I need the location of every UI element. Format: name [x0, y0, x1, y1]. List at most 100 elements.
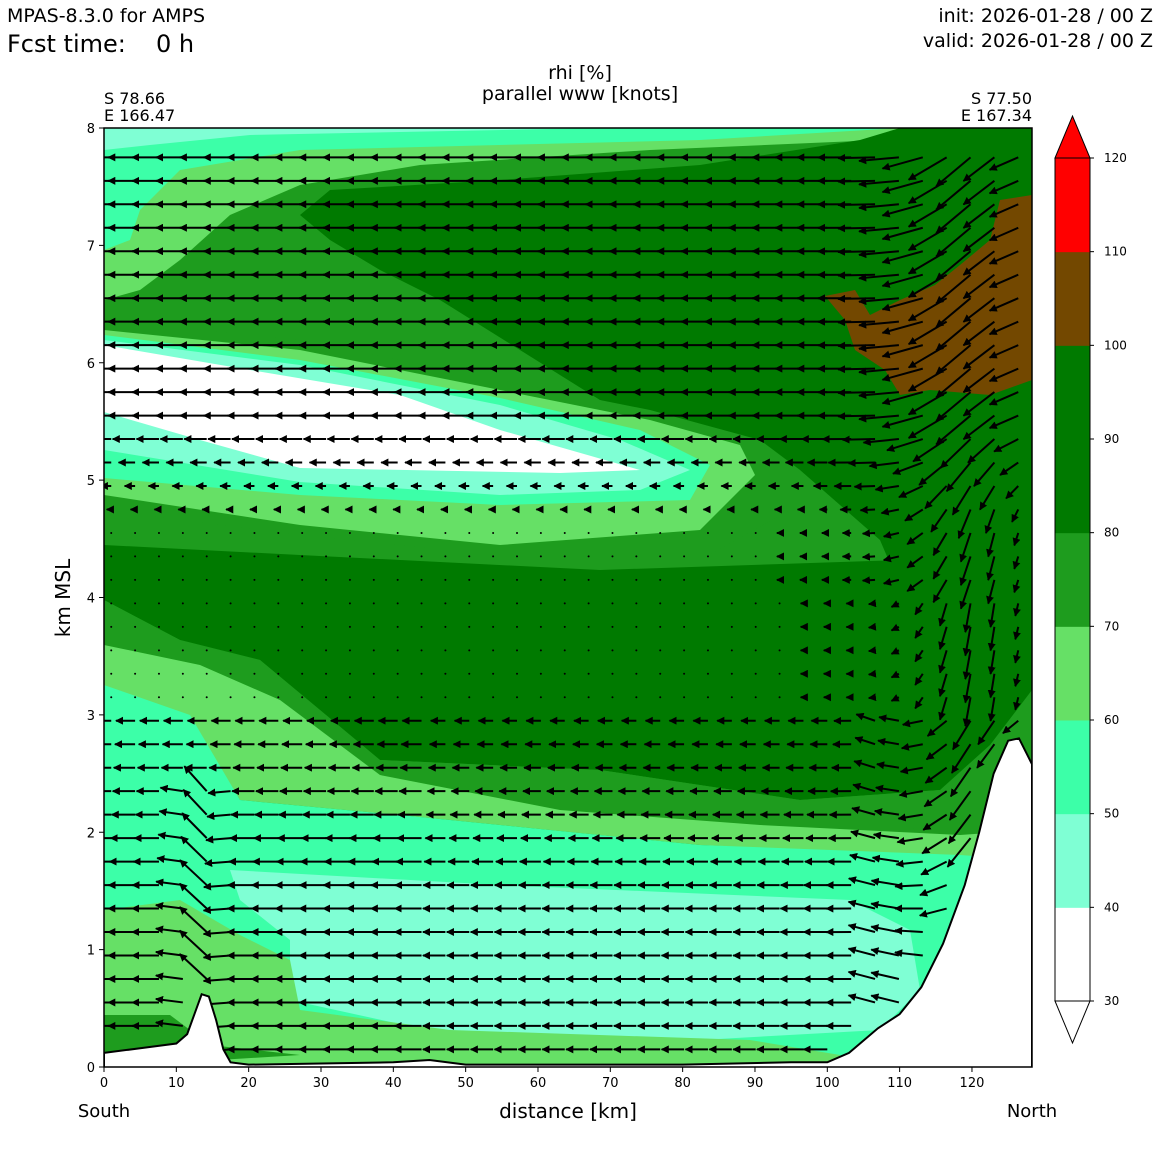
- wind-vector-94: [179, 953, 208, 980]
- wind-vector-572: [253, 672, 256, 675]
- wind-vector-811: [372, 531, 375, 534]
- rhi-contour-field: [104, 128, 1032, 1067]
- init-time: init: 2026-01-28 / 00 Z: [938, 5, 1153, 27]
- wind-vector-446: [876, 761, 900, 770]
- wind-vector-1106: [858, 367, 900, 376]
- wind-vector-591: [706, 672, 709, 675]
- wind-vector-993: [967, 438, 996, 464]
- wind-vector-1146: [881, 344, 924, 359]
- wind-vector-619: [444, 649, 447, 652]
- wind-vector-582: [492, 672, 495, 675]
- wind-vector-657: [420, 625, 423, 628]
- wind-vector-571: [229, 672, 232, 675]
- wind-vector-1345: [988, 226, 1019, 242]
- wind-vector-299: [871, 854, 900, 863]
- wind-vector-741: [563, 578, 566, 581]
- wind-vector-723: [134, 578, 137, 581]
- wind-vector-788: [754, 555, 757, 558]
- wind-vector-1105: [837, 365, 876, 374]
- wind-vector-305: [157, 831, 183, 840]
- y-tick-label: 6: [87, 357, 95, 372]
- wind-vector-520: [855, 712, 876, 722]
- wind-vector-601: [938, 673, 948, 697]
- rhi-fill-80-100-upper: [300, 128, 1032, 680]
- wind-vector-1341: [881, 226, 924, 241]
- wind-vector-715: [867, 599, 877, 608]
- colorbar-tick-label: 40: [1104, 900, 1119, 914]
- wind-vector-525: [977, 720, 996, 746]
- wind-vector-676: [867, 622, 877, 631]
- wind-vector-1072: [988, 391, 1019, 406]
- wind-vector-834: [906, 532, 924, 545]
- wind-vector-719: [962, 603, 972, 633]
- wind-vector-658: [444, 625, 447, 628]
- y-tick-label: 1: [87, 944, 95, 959]
- wind-vector-704: [611, 602, 614, 605]
- wind-vector-618: [420, 649, 423, 652]
- wind-vector-539: [396, 696, 399, 699]
- wind-vector-95: [202, 976, 231, 985]
- wind-vector-770: [325, 555, 328, 558]
- wind-vector-756: [906, 579, 924, 592]
- wind-vector-581: [468, 672, 471, 675]
- wind-vector-622: [516, 649, 519, 652]
- wind-vector-1380: [881, 203, 924, 218]
- left-end-lon: E 166.47: [104, 106, 176, 125]
- wind-vector-707: [683, 602, 686, 605]
- wind-vector-593: [754, 672, 757, 675]
- wind-vector-1187: [935, 320, 972, 352]
- colorbar-segment: [1055, 813, 1090, 908]
- wind-vector-529: [157, 696, 160, 699]
- wind-vector-93: [155, 972, 183, 981]
- wind-vector-729: [277, 578, 280, 581]
- wind-vector-1183: [837, 318, 876, 327]
- wind-vector-616: [372, 649, 375, 652]
- wind-vector-484: [900, 742, 923, 751]
- wind-vector-951: [892, 461, 924, 475]
- wind-vector-547: [587, 696, 590, 699]
- wind-vector-638: [890, 647, 900, 655]
- wind-vector-656: [396, 625, 399, 628]
- wind-vector-411: [923, 790, 948, 808]
- wind-vector-568: [157, 672, 160, 675]
- wind-vector-554: [754, 696, 757, 699]
- wind-vector-700: [516, 602, 519, 605]
- wind-vector-1189: [988, 320, 1019, 336]
- wind-vector-129: [202, 952, 231, 961]
- wind-vector-550: [659, 696, 662, 699]
- x-tick-label: 40: [385, 1076, 402, 1091]
- wind-vector-1031: [935, 414, 972, 446]
- wind-vector-648: [205, 625, 208, 628]
- wind-vector-560: [890, 694, 900, 702]
- wind-vector-706: [659, 602, 662, 605]
- wind-vector-872: [880, 507, 900, 516]
- wind-vector-718: [938, 603, 948, 627]
- wind-vector-483: [877, 737, 900, 746]
- wind-vector-708: [706, 602, 709, 605]
- wind-vector-1262: [858, 273, 900, 282]
- valid-time: valid: 2026-01-28 / 00 Z: [922, 30, 1153, 52]
- wind-vector-372: [873, 808, 900, 817]
- wind-vector-832: [861, 529, 876, 538]
- wind-vector-806: [253, 531, 256, 534]
- wind-vector-485: [925, 743, 948, 761]
- wind-vector-482: [854, 736, 876, 746]
- wind-vector-162: [155, 925, 183, 934]
- wind-vector-1417: [837, 177, 876, 186]
- wind-vector-589: [659, 672, 662, 675]
- wind-vector-726: [205, 578, 208, 581]
- colorbar-tick-label: 110: [1104, 245, 1127, 259]
- wind-vector-1382: [935, 203, 972, 234]
- wind-vector-630: [706, 649, 709, 652]
- wind-vector-771: [348, 555, 351, 558]
- wind-vector-954: [973, 461, 996, 487]
- wind-vector-576: [348, 672, 351, 675]
- wind-vector-1301: [858, 250, 900, 259]
- wind-vector-575: [325, 672, 328, 675]
- wind-vector-128: [179, 929, 208, 957]
- wind-vector-742: [587, 578, 590, 581]
- rhi-fill-60-70-lowlevel: [104, 645, 1032, 870]
- wind-vector-1266: [962, 273, 995, 300]
- wind-vector-1305: [962, 250, 995, 276]
- wind-vector-835: [932, 532, 948, 557]
